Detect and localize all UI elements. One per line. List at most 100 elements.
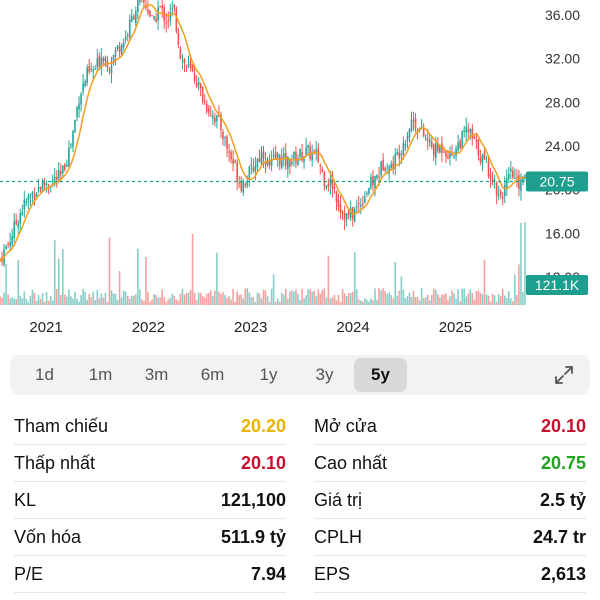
volume-bar	[357, 299, 360, 305]
candle-body	[428, 140, 431, 143]
candle-body	[151, 15, 153, 17]
volume-bar	[106, 301, 109, 305]
candle-body	[394, 154, 397, 169]
range-6m[interactable]: 6m	[200, 365, 225, 384]
stat-label: Mở cửa	[314, 415, 377, 436]
candle-body	[230, 152, 232, 160]
candle-body	[514, 177, 516, 179]
candle-body	[465, 126, 468, 133]
candle-body	[437, 143, 439, 152]
candle-body	[337, 200, 340, 207]
volume-bar	[193, 292, 196, 305]
volume-bar	[366, 299, 368, 305]
candle-body	[226, 136, 228, 149]
candle-body	[422, 127, 425, 137]
candle-body	[11, 236, 13, 245]
range-5y[interactable]: 5y	[354, 358, 407, 392]
candle-body	[220, 115, 222, 130]
candle-body	[522, 176, 524, 183]
candle-body	[505, 177, 508, 188]
volume-bar	[41, 293, 44, 305]
candle-body	[167, 21, 170, 23]
volume-bar	[43, 301, 46, 305]
candle-body	[62, 165, 64, 174]
candle-body	[244, 184, 247, 186]
candle-body	[242, 181, 245, 193]
stat-value: 20.10	[540, 415, 586, 436]
volume-bar	[256, 292, 259, 305]
volume-bar	[177, 300, 180, 305]
candle-body	[357, 203, 360, 205]
candle-body	[114, 50, 117, 56]
volume-bar	[27, 301, 30, 305]
candle-body	[370, 177, 372, 188]
candle-body	[382, 159, 384, 171]
range-1d[interactable]: 1d	[35, 365, 54, 384]
volume-bar	[299, 299, 301, 305]
candle-body	[100, 57, 103, 68]
volume-bar	[161, 289, 163, 305]
volume-bar	[187, 292, 190, 305]
volume-bar	[516, 294, 518, 305]
range-3m[interactable]: 3m	[144, 365, 169, 384]
expand-icon[interactable]	[552, 363, 576, 387]
candle-body	[171, 8, 174, 10]
candle-body	[169, 12, 172, 21]
candle-body	[477, 139, 480, 156]
candle-body	[293, 152, 295, 159]
candle-body	[203, 101, 206, 103]
volume-bar	[280, 292, 283, 305]
volume-bar	[128, 298, 131, 305]
volume-bar	[108, 237, 111, 305]
candle-body	[461, 130, 463, 150]
stat-open: Mở cửa 20.10	[314, 408, 586, 445]
candle-body	[122, 42, 125, 48]
candle-body	[406, 135, 409, 142]
volume-bar	[15, 298, 18, 305]
candle-body	[503, 185, 506, 197]
range-1y[interactable]: 1y	[259, 365, 278, 384]
candle-body	[463, 130, 465, 132]
candle-body	[9, 242, 11, 247]
volume-bar	[372, 300, 374, 305]
volume-bar	[376, 299, 378, 305]
candle-body	[355, 206, 358, 208]
candle-body	[364, 196, 366, 203]
candle-body	[104, 57, 107, 62]
candle-body	[264, 161, 267, 165]
volume-bar	[68, 289, 70, 305]
candle-body	[216, 115, 218, 122]
year-label: 2025	[439, 319, 472, 336]
volume-bar	[493, 295, 496, 305]
volume-bar	[167, 299, 170, 305]
candle-body	[380, 161, 382, 176]
candle-body	[128, 19, 131, 38]
candle-body	[339, 204, 342, 213]
volume-bar	[386, 293, 388, 305]
volume-bar	[362, 301, 364, 305]
candle-body	[410, 119, 413, 131]
volume-bar	[60, 294, 62, 305]
candle-body	[295, 151, 297, 163]
volume-bar	[70, 296, 72, 305]
candle-body	[29, 194, 32, 197]
candle-body	[15, 220, 18, 225]
volume-bar	[439, 297, 441, 305]
range-1m[interactable]: 1m	[88, 365, 113, 384]
candle-body	[467, 129, 470, 133]
candle-body	[424, 137, 427, 139]
candle-body	[345, 213, 348, 219]
volume-bar	[321, 290, 324, 305]
candle-body	[232, 159, 234, 165]
volume-bar	[266, 296, 269, 305]
candle-body	[471, 128, 474, 139]
volume-bar	[410, 297, 413, 305]
range-3y[interactable]: 3y	[315, 365, 334, 384]
candle-body	[262, 150, 265, 159]
volume-bar	[13, 298, 15, 305]
stat-label: CPLH	[314, 526, 363, 547]
candle-body	[139, 0, 141, 2]
candle-body	[483, 151, 486, 160]
volume-bar	[449, 296, 451, 305]
